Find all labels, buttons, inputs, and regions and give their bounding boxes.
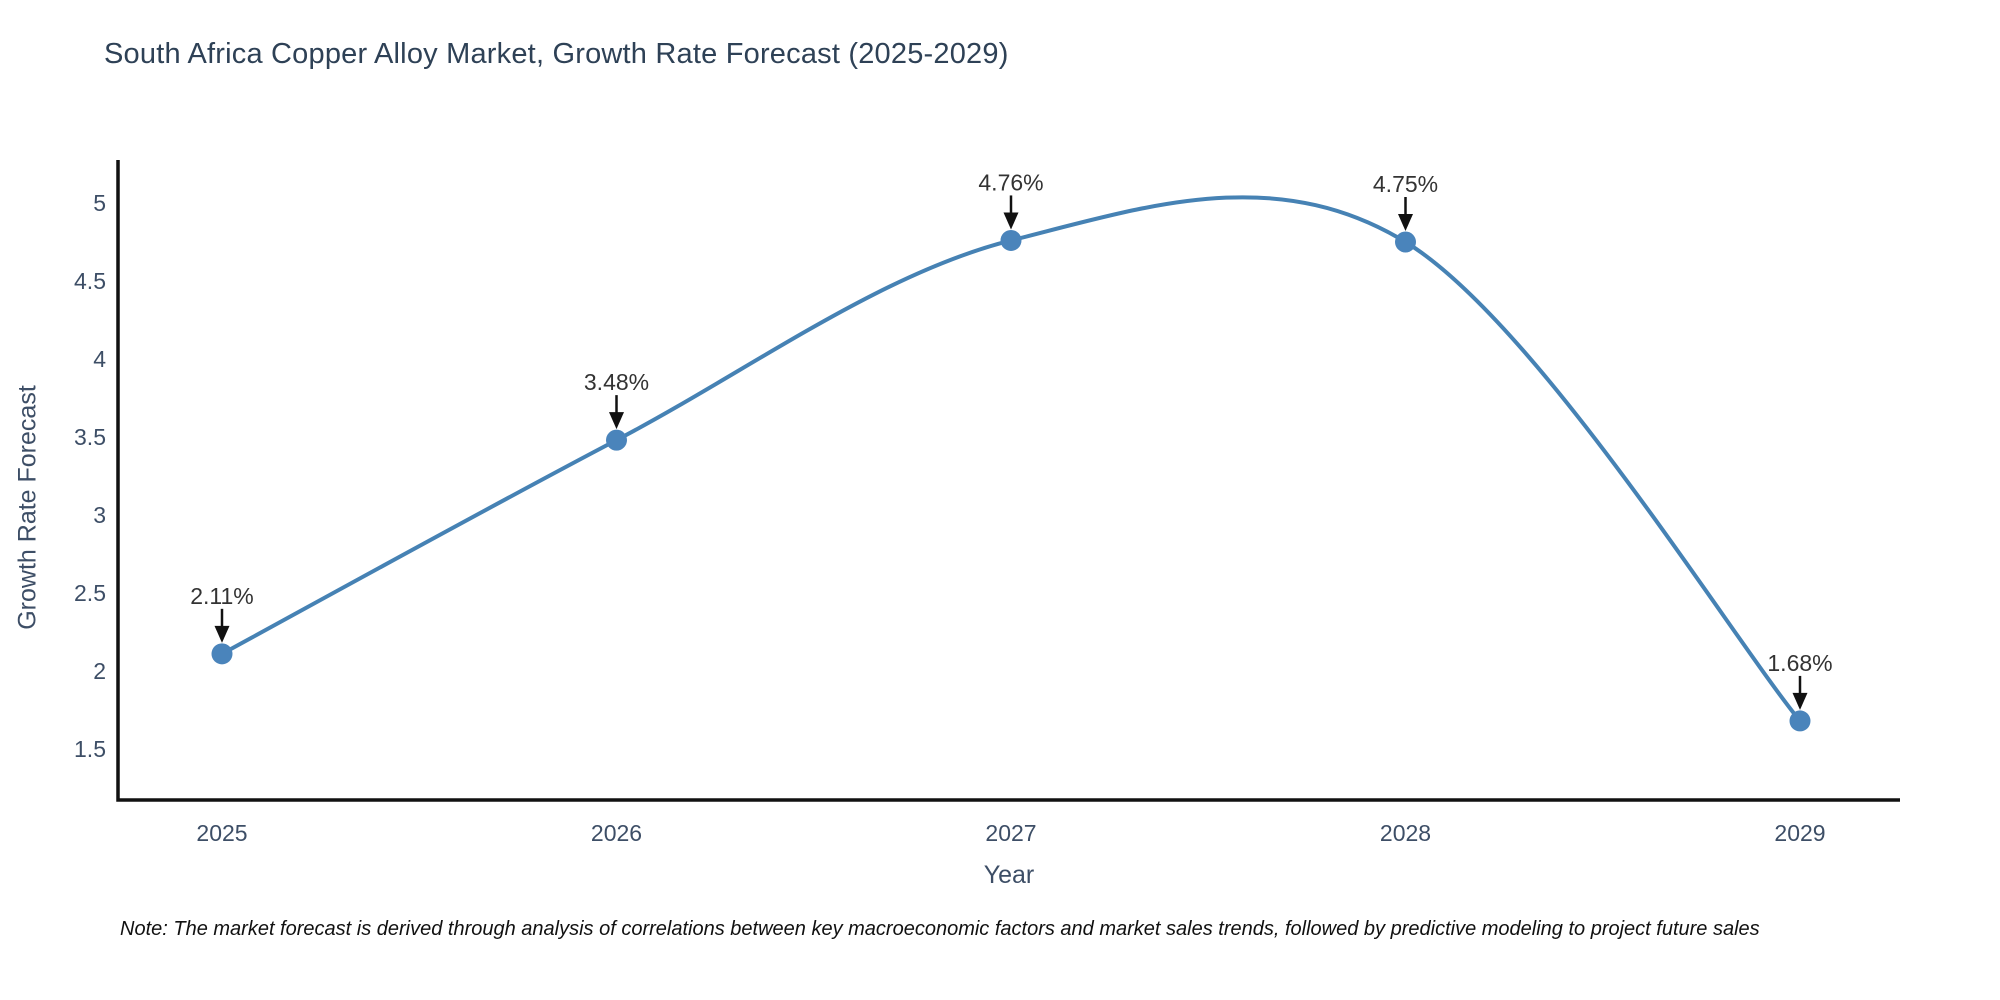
y-tick-label: 4 — [93, 346, 106, 372]
y-tick-label: 1.5 — [74, 736, 106, 762]
point-label: 2.11% — [190, 583, 254, 609]
point-label: 1.68% — [1767, 650, 1832, 676]
data-point-marker — [1000, 229, 1022, 251]
point-label: 4.75% — [1373, 171, 1438, 197]
y-tick-label: 3.5 — [74, 424, 106, 450]
data-point-marker — [1789, 710, 1811, 732]
y-tick-label: 3 — [93, 502, 106, 528]
axis-spines — [116, 160, 1900, 802]
x-tick-label: 2028 — [1380, 820, 1431, 846]
trend-line — [220, 195, 1802, 723]
data-point-marker — [606, 429, 627, 451]
x-tick-label: 2025 — [196, 820, 247, 846]
x-tick-label: 2027 — [985, 820, 1036, 846]
footnote: Note: The market forecast is derived thr… — [120, 918, 1760, 940]
annotation-arrowhead — [1398, 214, 1413, 231]
y-tick-label: 2 — [93, 658, 106, 684]
y-tick-label: 5 — [93, 190, 106, 216]
y-tick-label: 4.5 — [74, 268, 106, 294]
x-axis-title: Year — [983, 861, 1035, 889]
annotation-arrowhead — [1792, 692, 1808, 710]
point-label: 3.48% — [584, 369, 649, 395]
x-tick-label: 2029 — [1774, 820, 1825, 846]
y-tick-label: 2.5 — [74, 580, 106, 606]
point-label: 4.76% — [978, 169, 1043, 195]
annotation-arrowhead — [214, 625, 230, 643]
data-point-marker — [1395, 231, 1416, 253]
chart-title: South Africa Copper Alloy Market, Growth… — [104, 38, 1009, 70]
annotation-arrowhead — [1003, 212, 1019, 230]
x-tick-label: 2026 — [591, 820, 642, 846]
annotation-arrowhead — [609, 412, 624, 430]
data-point-marker — [211, 643, 233, 665]
